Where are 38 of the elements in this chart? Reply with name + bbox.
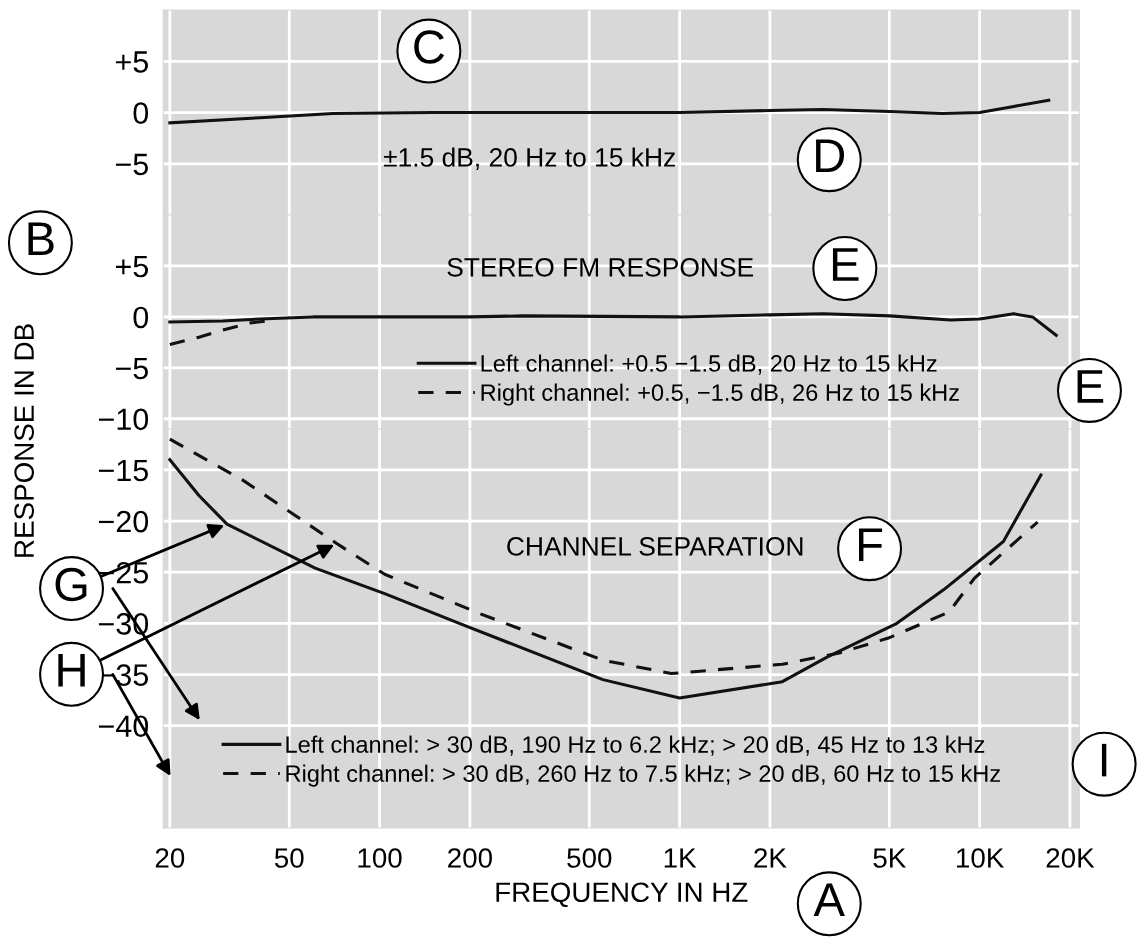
- x-tick-label: 1K: [664, 848, 697, 868]
- y-tick-label: +5: [115, 256, 148, 278]
- y-tick-label: 0: [133, 102, 149, 124]
- y-tick-label: 0: [133, 306, 149, 329]
- y-tick-label: −10: [98, 408, 149, 431]
- annotation: D: [816, 139, 845, 172]
- y-tick-label: −5: [115, 357, 148, 380]
- legend-label: Left channel: > 30 dB, 190 Hz to 6.2 kHz; > 20 dB, 45 Hz to 13 kHz: [286, 735, 985, 756]
- y-tick-label: −15: [98, 459, 148, 482]
- annotation: ±1.5 dB, 20 Hz to 15 kHz: [383, 147, 675, 170]
- text: I: [1101, 743, 1107, 777]
- x-tick-label: 20K: [1046, 848, 1095, 868]
- legend-label: Right channel: +0.5, −1.5 dB, 26 Hz to 15 kHz: [481, 383, 959, 406]
- y-tick-label: −20: [98, 510, 149, 533]
- legend-label: Left channel: +0.5 −1.5 dB, 20 Hz to 15 kHz: [481, 354, 937, 375]
- annotation: CHANNEL SEPARATION: [507, 537, 803, 556]
- text: A: [813, 883, 845, 917]
- annotation: F: [859, 528, 883, 561]
- annotation: H: [58, 654, 85, 687]
- annotation: E: [832, 248, 859, 281]
- x-tick-label: 200: [448, 848, 492, 868]
- x-tick-label: 10K: [957, 848, 1005, 868]
- x-axis-title: FREQUENCY IN HZ: [496, 882, 748, 908]
- text: B: [28, 222, 54, 256]
- x-tick-label: 2K: [754, 848, 787, 868]
- x-tick-label: 100: [358, 848, 402, 868]
- y-tick-label: −5: [115, 153, 148, 176]
- y-axis-title: RESPONSE IN DB: [14, 324, 34, 557]
- x-tick-label: 20: [155, 848, 185, 868]
- annotation: G: [55, 567, 87, 602]
- annotation: C: [414, 30, 445, 64]
- legend-label: Right channel: > 30 dB, 260 Hz to 7.5 kHz; > 20 dB, 60 Hz to 15 kHz: [286, 764, 1000, 787]
- annotation: STEREO FM RESPONSE: [447, 257, 754, 277]
- x-tick-label: 5K: [873, 848, 906, 868]
- x-tick-label: 50: [274, 848, 304, 868]
- annotation: E: [1077, 370, 1104, 403]
- y-tick-label: +5: [115, 51, 148, 73]
- x-tick-label: 500: [567, 848, 612, 868]
